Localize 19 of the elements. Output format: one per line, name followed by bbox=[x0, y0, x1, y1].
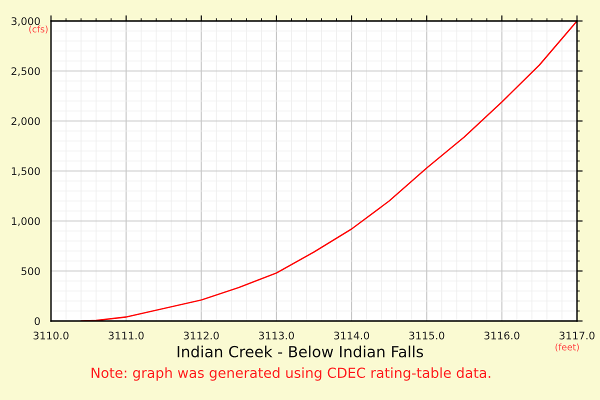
x-tick-label: 3114.0 bbox=[334, 332, 370, 340]
x-tick-label: 3110.0 bbox=[34, 332, 69, 340]
y-tick-label: 500 bbox=[22, 267, 40, 276]
text: Indian Creek - Below Indian Falls bbox=[178, 346, 424, 358]
x-tick-label: 3111.0 bbox=[108, 332, 144, 340]
y-axis-title: (cfs) bbox=[29, 26, 48, 34]
x-tick-label: 3112.0 bbox=[184, 332, 219, 340]
x-tick-label: 3116.0 bbox=[484, 332, 520, 340]
y-tick-label: 3,000 bbox=[12, 17, 40, 26]
x-tick-label: 3117.0 bbox=[560, 332, 595, 340]
y-tick-label: 1,000 bbox=[12, 217, 40, 226]
x-tick-label: 3115.0 bbox=[409, 332, 444, 340]
y-tick-label: 2,000 bbox=[12, 117, 40, 126]
y-tick-label: 2,500 bbox=[12, 67, 40, 76]
x-axis-title: (feet) bbox=[556, 344, 579, 352]
y-tick-label: 0 bbox=[34, 317, 40, 326]
text: Note: graph was generated using CDEC rating-table data. bbox=[92, 367, 490, 381]
x-tick-label: 3113.0 bbox=[259, 332, 294, 340]
y-tick-label: 1,500 bbox=[12, 167, 40, 176]
